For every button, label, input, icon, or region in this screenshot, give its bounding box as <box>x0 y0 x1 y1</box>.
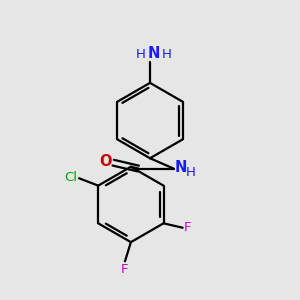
Text: N: N <box>147 46 160 61</box>
Text: N: N <box>175 160 188 175</box>
Text: H: H <box>136 48 146 61</box>
Text: H: H <box>161 48 171 61</box>
Text: O: O <box>99 154 112 169</box>
Text: F: F <box>184 221 192 234</box>
Text: F: F <box>121 263 129 276</box>
Text: Cl: Cl <box>64 171 78 184</box>
Text: H: H <box>186 166 196 179</box>
